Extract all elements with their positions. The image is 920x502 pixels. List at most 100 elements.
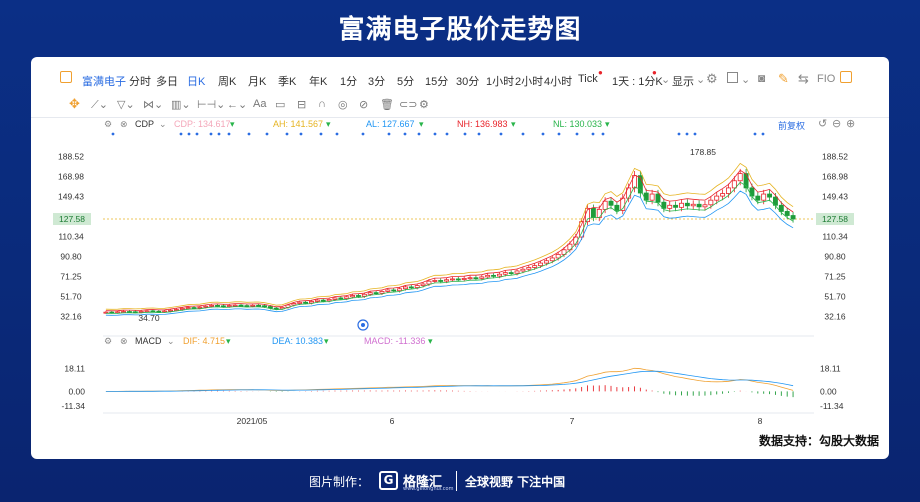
macd-tick-left: -11.34 [62, 401, 86, 411]
event-dot [463, 132, 467, 136]
y-tick-left: 168.98 [58, 172, 84, 182]
event-dot [761, 132, 765, 136]
candle-down [438, 280, 444, 282]
drawing-toolbar: ✥ ⟋⌄ ▽⌄ ⋈⌄ ▥⌄ ⊢⊣⌄ ←⌄ Aa ▭ ⊟ ∩ ◎ ⊘ 🗑 ⊂⊃ ⚙ [31, 95, 889, 115]
period-3min[interactable]: 3分 [368, 76, 386, 88]
period-yuek[interactable]: 月K [248, 76, 267, 88]
ray-tool-icon[interactable]: ▽⌄ [117, 99, 135, 111]
period-30min[interactable]: 30分 [456, 76, 480, 88]
gear-icon[interactable]: ⚙ [419, 99, 429, 111]
ruler-icon[interactable]: ⊟ [297, 99, 307, 111]
y-tick-left: 110.34 [58, 232, 84, 242]
candle-up [173, 309, 179, 311]
candle-up [737, 173, 743, 182]
candle-up [397, 288, 403, 292]
period-duori[interactable]: 多日 [156, 76, 178, 88]
chevron-down-icon[interactable]: ⌄ [167, 336, 175, 346]
fio-button[interactable]: FIO [817, 73, 836, 85]
wave-tool-icon[interactable]: ⋈⌄ [143, 99, 164, 111]
chevron-down-icon[interactable]: ⌄ [661, 74, 671, 86]
candle-up [414, 285, 420, 288]
candle-up [385, 289, 391, 292]
period-4hour[interactable]: 4小时 [544, 76, 573, 88]
dif-line [105, 367, 794, 392]
current-price-label-right: 127.58 [822, 214, 848, 224]
display-menu[interactable]: 显示 [672, 76, 694, 88]
chevron-down-icon[interactable]: ⌄ [741, 74, 751, 86]
stock-name[interactable]: 富满电子 [82, 76, 126, 88]
candle-up [549, 257, 555, 262]
event-dot [521, 132, 525, 136]
zoom-out-icon[interactable]: ⊖ [832, 118, 842, 130]
candle-down [673, 204, 679, 208]
pencil-icon[interactable]: ✎ [778, 71, 789, 86]
macd-name[interactable]: MACD [135, 336, 162, 346]
crosshair-icon[interactable]: ✥ [69, 96, 80, 111]
period-jik[interactable]: 季K [278, 76, 297, 88]
close-icon[interactable]: ⊗ [120, 336, 128, 346]
event-dot [195, 132, 199, 136]
zoom-in-icon[interactable]: ⊕ [846, 118, 856, 130]
measure-tool-icon[interactable]: ⊢⊣⌄ [197, 99, 226, 111]
period-2hour[interactable]: 2小时 [515, 76, 544, 88]
hide-icon[interactable]: ⊘ [359, 99, 369, 111]
side-panel-icon[interactable] [840, 71, 852, 83]
period-rik[interactable]: 日K [187, 76, 206, 88]
period-1min[interactable]: 1分 [340, 76, 358, 88]
y-tick-left: 188.52 [58, 152, 84, 162]
period-15min[interactable]: 15分 [425, 76, 449, 88]
candle-up [520, 268, 526, 272]
candle-down [491, 274, 497, 277]
period-5min[interactable]: 5分 [397, 76, 415, 88]
bar-tool-icon[interactable]: ▥⌄ [171, 99, 191, 111]
period-fenshi[interactable]: 分时 [129, 76, 151, 88]
nl-line [105, 181, 794, 314]
candle-up [162, 310, 168, 313]
checkbox-icon[interactable] [727, 72, 738, 83]
ratio-selector[interactable]: 1天 : 1分K [612, 76, 663, 88]
candle-up [115, 311, 121, 314]
link-icon[interactable]: ⊂⊃ [399, 99, 418, 111]
candle-up [538, 262, 543, 267]
comment-icon[interactable]: ▭ [275, 99, 286, 111]
period-niank[interactable]: 年K [309, 76, 328, 88]
text-tool-icon[interactable]: Aa [253, 98, 267, 110]
candle-up [496, 273, 502, 277]
event-dot [285, 132, 289, 136]
price-chart[interactable]: 188.52 188.52 168.98 168.98 149.43 149.43 110.… [31, 57, 889, 459]
magnet-icon[interactable]: ∩ [318, 98, 326, 110]
adjust-mode[interactable]: 前复权 [778, 121, 806, 131]
candle-up [731, 180, 737, 189]
visibility-icon[interactable]: ◎ [338, 99, 348, 111]
line-tool-icon[interactable]: ⟋⌄ [91, 99, 108, 111]
nl-value: NL: 130.033 [553, 119, 603, 129]
event-dot [557, 132, 561, 136]
period-zhouk[interactable]: 周K [218, 76, 237, 88]
gear-icon[interactable]: ⚙ [104, 119, 113, 129]
candle-down [356, 295, 361, 297]
trash-icon[interactable]: 🗑 [380, 99, 394, 111]
arrow-tool-icon[interactable]: ←⌄ [227, 99, 248, 111]
period-1hour[interactable]: 1小时 [486, 76, 515, 88]
cdp-legend: ⚙ ⊗ CDP ⌄ CDP: 134.617 ▾ AH: 141.567 ▾ A… [31, 118, 889, 132]
camera-icon[interactable]: ◙ [758, 71, 766, 85]
candle-up [250, 304, 256, 307]
panel-toggle-icon[interactable] [60, 71, 72, 83]
indicator-name[interactable]: CDP [135, 119, 155, 129]
candle-up [426, 280, 432, 285]
event-dot [753, 132, 757, 136]
triangle-down-icon: ▾ [326, 119, 331, 129]
period-tick[interactable]: Tick [578, 73, 598, 85]
gear-icon[interactable]: ⚙ [104, 336, 113, 346]
candle-down [338, 297, 344, 300]
ah-line [105, 162, 794, 310]
gear-icon[interactable]: ⚙ [706, 71, 718, 86]
undo-icon[interactable]: ↺ [818, 118, 828, 130]
close-icon[interactable]: ⊗ [120, 119, 128, 129]
chevron-down-icon[interactable]: ⌄ [696, 74, 706, 86]
chevron-down-icon[interactable]: ⌄ [159, 119, 167, 129]
candle-up [679, 202, 684, 208]
candle-up [291, 303, 297, 306]
share-icon[interactable]: ⇆ [798, 71, 809, 86]
candle-up [197, 306, 203, 309]
